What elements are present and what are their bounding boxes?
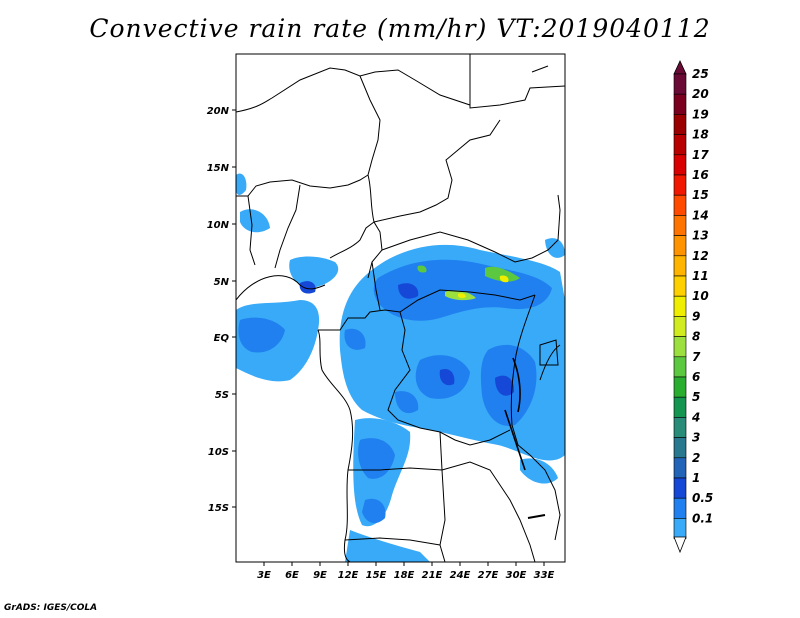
colorbar-label: 6 — [692, 370, 700, 384]
colorbar-swatch — [673, 73, 687, 95]
colorbar-label: 2 — [692, 451, 700, 465]
lon-label: 21E — [422, 570, 443, 581]
rain-peaks — [417, 265, 520, 301]
lat-label: 15N — [207, 163, 230, 174]
lon-label: 9E — [313, 570, 327, 581]
colorbar-label: 4 — [691, 410, 700, 424]
axis-ticks — [232, 109, 545, 566]
colorbar-label: 16 — [692, 168, 709, 182]
lat-label: EQ — [214, 333, 230, 344]
lon-label: 30E — [506, 570, 527, 581]
colorbar-label: 8 — [692, 330, 700, 344]
colorbar-swatch — [673, 437, 687, 459]
colorbar-swatch — [673, 417, 687, 438]
lat-labels: 20N 15N 10N 5N EQ 5S 10S 15S — [207, 106, 230, 514]
colorbar-label: 3 — [692, 431, 700, 445]
colorbar-label: 13 — [692, 229, 709, 243]
colorbar-swatch — [673, 255, 687, 277]
colorbar-swatch — [673, 336, 687, 358]
colorbar-bottom-arrow — [673, 536, 687, 554]
colorbar-label: 14 — [692, 208, 709, 222]
colorbar-label: 19 — [692, 107, 709, 121]
lon-label: 27E — [478, 570, 499, 581]
colorbar-swatch — [673, 396, 687, 418]
colorbar-swatch — [673, 457, 687, 479]
colorbar-label: 12 — [692, 249, 709, 263]
colorbar-swatch — [673, 275, 687, 297]
colorbar-swatch — [673, 356, 687, 378]
lat-label: 15S — [208, 503, 229, 514]
map-frame — [235, 53, 566, 563]
colorbar-top-arrow — [673, 60, 687, 75]
colorbar-label: 10 — [692, 289, 709, 303]
colorbar-swatch — [673, 235, 687, 257]
colorbar-swatch — [673, 93, 687, 115]
lon-label: 3E — [257, 570, 271, 581]
colorbar-label: 25 — [692, 67, 709, 81]
grads-credit: GrADS: IGES/COLA — [4, 603, 98, 613]
lat-label: 5N — [214, 277, 230, 288]
rain-medium — [238, 259, 552, 524]
lat-label: 10N — [207, 220, 230, 231]
colorbar-label: 15 — [692, 188, 709, 202]
country-borders — [236, 54, 565, 562]
chart-title: Convective rain rate (mm/hr) VT:20190401… — [89, 14, 711, 43]
colorbar-swatch — [673, 477, 687, 499]
lon-label: 12E — [338, 570, 359, 581]
colorbar-swatch — [673, 316, 687, 337]
colorbar-label: 20 — [692, 87, 709, 101]
colorbar-label: 5 — [692, 390, 700, 404]
lat-label: 20N — [207, 106, 230, 117]
colorbar-swatch — [673, 497, 687, 519]
rain-dark — [299, 281, 515, 396]
lon-label: 6E — [285, 570, 299, 581]
lon-label: 24E — [450, 570, 471, 581]
colorbar-swatch — [673, 295, 687, 317]
colorbar-label: 17 — [692, 148, 709, 162]
lon-label: 33E — [534, 570, 555, 581]
colorbar-swatch — [673, 518, 687, 539]
lat-label: 5S — [215, 390, 229, 401]
colorbar-label: 18 — [692, 128, 709, 142]
rain-field — [236, 173, 565, 562]
lon-label: 18E — [394, 570, 415, 581]
lon-label: 15E — [366, 570, 387, 581]
colorbar-swatch — [673, 134, 687, 156]
colorbar-swatch — [673, 194, 687, 216]
colorbar-swatch — [673, 376, 687, 398]
colorbar: 25 20 19 18 17 16 15 14 13 12 11 10 9 8 7 6 5 4 3 2 1 0.5 0.1 — [673, 60, 713, 554]
colorbar-label: 11 — [692, 269, 709, 283]
colorbar-label: 0.5 — [692, 491, 713, 505]
colorbar-label: 9 — [692, 309, 700, 323]
colorbar-label: 1 — [692, 471, 700, 485]
lon-labels: 3E 6E 9E 12E 15E 18E 21E 24E 27E 30E 33E — [257, 570, 554, 581]
colorbar-swatch — [673, 215, 687, 236]
colorbar-label: 0.1 — [692, 511, 713, 525]
colorbar-swatch — [673, 114, 687, 135]
lat-label: 10S — [208, 447, 229, 458]
colorbar-swatch — [673, 154, 687, 176]
colorbar-swatch — [673, 174, 687, 196]
colorbar-label: 7 — [692, 350, 701, 364]
